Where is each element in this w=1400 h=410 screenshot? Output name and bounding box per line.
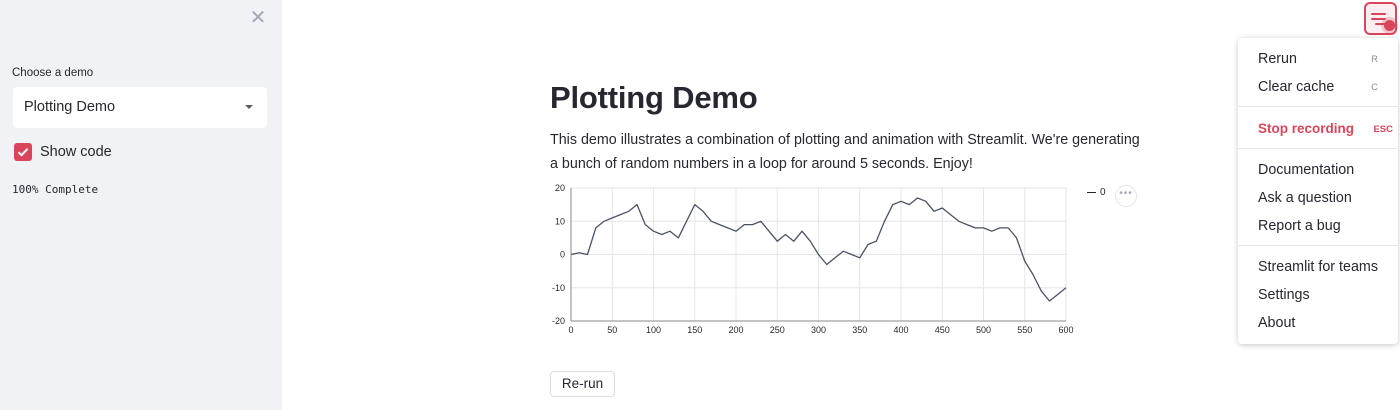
- main-menu-button[interactable]: [1364, 2, 1397, 35]
- legend-line-swatch: [1087, 191, 1096, 193]
- menu-divider: [1238, 245, 1398, 246]
- shortcut-clear-cache: C: [1371, 82, 1378, 93]
- y-tick-label: 10: [555, 216, 565, 226]
- x-tick-label: 400: [893, 325, 908, 335]
- x-tick-label: 150: [687, 325, 702, 335]
- chart-actions-button[interactable]: •••: [1115, 185, 1137, 207]
- menu-item-report-bug[interactable]: Report a bug: [1258, 218, 1341, 234]
- page-title: Plotting Demo: [550, 80, 758, 115]
- y-tick-label: -20: [552, 316, 565, 326]
- x-tick-label: 450: [935, 325, 950, 335]
- close-icon[interactable]: ✕: [249, 7, 267, 29]
- legend-label: 0: [1100, 187, 1106, 198]
- y-tick-label: 20: [555, 183, 565, 193]
- hamburger-icon-bar: [1371, 18, 1386, 20]
- series-line: [570, 197, 1067, 302]
- x-tick-label: 50: [607, 325, 617, 335]
- menu-item-documentation[interactable]: Documentation: [1258, 162, 1355, 178]
- main-menu: Rerun R Clear cache C Stop recording ESC…: [1238, 38, 1398, 344]
- page-description: This demo illustrates a combination of p…: [550, 132, 1140, 172]
- x-tick-label: 350: [852, 325, 867, 335]
- menu-item-rerun[interactable]: Rerun: [1258, 51, 1297, 67]
- menu-item-ask-question[interactable]: Ask a question: [1258, 190, 1352, 206]
- x-tick-label: 0: [568, 325, 573, 335]
- shortcut-stop-recording: ESC: [1373, 124, 1393, 135]
- chevron-down-icon: [245, 105, 253, 109]
- y-tick-label: -10: [552, 283, 565, 293]
- menu-item-streamlit-teams[interactable]: Streamlit for teams: [1258, 259, 1378, 275]
- menu-item-about[interactable]: About: [1258, 315, 1296, 331]
- line-chart: 0 50 100 150 200 250 300 350 400 450 500 550 6002010…: [552, 183, 1074, 335]
- menu-item-settings[interactable]: Settings: [1258, 287, 1310, 303]
- hamburger-icon-bar: [1375, 23, 1386, 25]
- recording-indicator-icon: [1384, 20, 1395, 31]
- sidebar: ✕ Choose a demo Plotting Demo Show code …: [0, 0, 282, 410]
- menu-item-clear-cache[interactable]: Clear cache: [1258, 79, 1335, 95]
- hamburger-icon: [1371, 13, 1386, 15]
- select-value: Plotting Demo: [24, 99, 116, 115]
- x-tick-label: 300: [811, 325, 826, 335]
- x-tick-label: 200: [728, 325, 743, 335]
- select-label: Choose a demo: [12, 67, 94, 79]
- demo-select[interactable]: Plotting Demo: [13, 87, 267, 128]
- menu-divider: [1238, 148, 1398, 149]
- rerun-button[interactable]: Re-run: [550, 371, 615, 397]
- x-tick-label: 550: [1017, 325, 1032, 335]
- x-tick-label: 100: [646, 325, 661, 335]
- menu-item-stop-recording[interactable]: Stop recording: [1258, 121, 1355, 136]
- checkbox-label: Show code: [40, 144, 112, 160]
- x-tick-label: 600: [1058, 325, 1073, 335]
- checkbox-checked-icon[interactable]: [14, 143, 32, 161]
- menu-divider: [1238, 106, 1398, 107]
- x-tick-label: 250: [770, 325, 785, 335]
- y-tick-label: 0: [560, 250, 565, 260]
- progress-text: 100% Complete: [12, 183, 99, 196]
- shortcut-rerun: R: [1371, 54, 1378, 65]
- chart-legend: 0: [1087, 187, 1106, 198]
- x-tick-label: 500: [976, 325, 991, 335]
